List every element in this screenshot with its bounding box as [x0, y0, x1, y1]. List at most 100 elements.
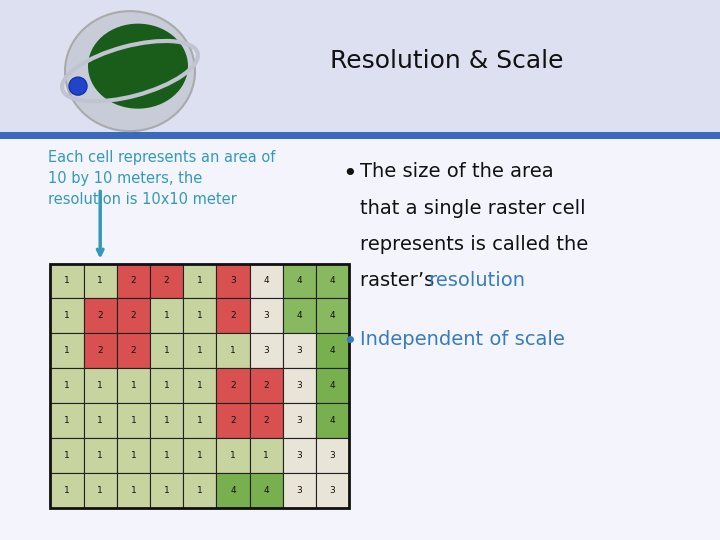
Bar: [50, 333, 84, 368]
Text: 2: 2: [97, 312, 103, 320]
Text: 1: 1: [64, 276, 70, 286]
Bar: [183, 264, 217, 299]
Circle shape: [69, 77, 87, 95]
Text: 3: 3: [230, 276, 236, 286]
Bar: [150, 472, 183, 508]
Text: 1: 1: [163, 485, 169, 495]
Bar: [84, 333, 117, 368]
Bar: [316, 438, 349, 472]
Bar: [117, 333, 150, 368]
Text: 4: 4: [330, 416, 336, 425]
Bar: [183, 438, 217, 472]
Bar: [283, 438, 316, 472]
Text: 2: 2: [230, 416, 236, 425]
Ellipse shape: [65, 11, 195, 131]
Text: 1: 1: [197, 416, 202, 425]
Bar: [0, 132, 720, 540]
Text: 3: 3: [297, 485, 302, 495]
Text: 1: 1: [163, 346, 169, 355]
Text: 2: 2: [264, 381, 269, 390]
Bar: [183, 299, 217, 333]
Bar: [117, 438, 150, 472]
Text: that a single raster cell: that a single raster cell: [360, 199, 585, 218]
Text: 1: 1: [97, 381, 103, 390]
Text: 4: 4: [297, 312, 302, 320]
Bar: [250, 333, 283, 368]
Text: 3: 3: [264, 346, 269, 355]
Bar: [283, 333, 316, 368]
Text: 1: 1: [163, 312, 169, 320]
Bar: [150, 438, 183, 472]
Bar: [183, 472, 217, 508]
Bar: [316, 299, 349, 333]
Bar: [50, 438, 84, 472]
Bar: [217, 368, 250, 403]
Bar: [316, 333, 349, 368]
Text: raster’s: raster’s: [360, 272, 441, 291]
Text: 1: 1: [97, 451, 103, 460]
Text: 2: 2: [97, 346, 103, 355]
Bar: [316, 472, 349, 508]
Text: 2: 2: [264, 416, 269, 425]
Bar: [316, 368, 349, 403]
Text: 1: 1: [130, 416, 136, 425]
Text: 3: 3: [330, 485, 336, 495]
Bar: [50, 403, 84, 438]
Bar: [84, 438, 117, 472]
Text: 1: 1: [163, 416, 169, 425]
Text: 2: 2: [230, 381, 236, 390]
Text: 1: 1: [130, 485, 136, 495]
Text: 1: 1: [97, 416, 103, 425]
Text: 1: 1: [64, 312, 70, 320]
Text: 2: 2: [130, 312, 136, 320]
Text: 1: 1: [64, 451, 70, 460]
Bar: [217, 333, 250, 368]
Text: 1: 1: [197, 276, 202, 286]
Text: 1: 1: [97, 276, 103, 286]
Text: 1: 1: [197, 485, 202, 495]
Text: 2: 2: [163, 276, 169, 286]
Text: 1: 1: [230, 346, 236, 355]
Bar: [250, 438, 283, 472]
Text: 1: 1: [64, 346, 70, 355]
Bar: [117, 403, 150, 438]
Text: resolution: resolution: [428, 272, 525, 291]
Bar: [117, 472, 150, 508]
Bar: [217, 403, 250, 438]
Bar: [150, 333, 183, 368]
Text: 1: 1: [197, 312, 202, 320]
Bar: [150, 403, 183, 438]
Text: 1: 1: [130, 381, 136, 390]
Bar: [0, 0, 720, 132]
Text: 4: 4: [330, 346, 336, 355]
Bar: [117, 299, 150, 333]
Bar: [250, 472, 283, 508]
Text: 1: 1: [197, 381, 202, 390]
Bar: [50, 368, 84, 403]
Text: 4: 4: [330, 276, 336, 286]
Text: 4: 4: [330, 312, 336, 320]
Bar: [283, 403, 316, 438]
Text: 1: 1: [163, 381, 169, 390]
Bar: [217, 264, 250, 299]
Bar: [250, 403, 283, 438]
Text: •: •: [342, 330, 356, 354]
Text: represents is called the: represents is called the: [360, 235, 588, 254]
Bar: [117, 264, 150, 299]
Text: •: •: [342, 163, 356, 186]
Text: 1: 1: [197, 346, 202, 355]
Bar: [217, 299, 250, 333]
Bar: [50, 299, 84, 333]
Text: 1: 1: [230, 451, 236, 460]
Text: Each cell represents an area of
10 by 10 meters, the
resolution is 10x10 meter: Each cell represents an area of 10 by 10…: [48, 150, 276, 207]
Text: 2: 2: [230, 312, 236, 320]
Bar: [283, 472, 316, 508]
Bar: [117, 368, 150, 403]
Text: 1: 1: [97, 485, 103, 495]
Bar: [217, 438, 250, 472]
Bar: [183, 403, 217, 438]
Text: 1: 1: [64, 381, 70, 390]
Text: Resolution & Scale: Resolution & Scale: [330, 49, 563, 73]
Bar: [183, 368, 217, 403]
Bar: [150, 299, 183, 333]
